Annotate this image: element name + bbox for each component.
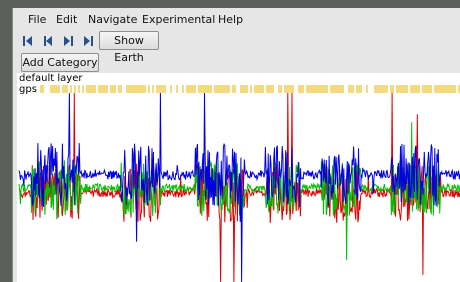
menu-item[interactable]: Edit	[56, 13, 77, 26]
layer-panel: default layer gps	[17, 73, 460, 282]
gps-ticks	[41, 85, 459, 93]
add-category-button[interactable]: Add Category	[21, 53, 99, 72]
menu-item[interactable]: Help	[218, 13, 243, 26]
menu-item[interactable]: Experimental	[142, 13, 215, 26]
signal-plot	[17, 73, 460, 282]
screen: File Edit Navigate Experimental Help Sho…	[0, 0, 460, 282]
app-window: File Edit Navigate Experimental Help Sho…	[12, 8, 460, 282]
nav-icons[interactable]	[22, 35, 102, 47]
menu-item[interactable]: File	[28, 13, 46, 26]
menu-item[interactable]: Navigate	[88, 13, 137, 26]
menu-bar: File Edit Navigate Experimental Help	[13, 10, 460, 28]
show-earth-button[interactable]: Show Earth	[99, 31, 159, 50]
